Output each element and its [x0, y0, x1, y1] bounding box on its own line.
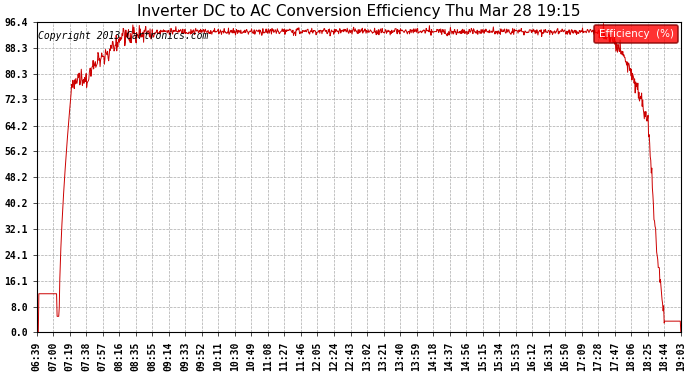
Title: Inverter DC to AC Conversion Efficiency Thu Mar 28 19:15: Inverter DC to AC Conversion Efficiency … — [137, 4, 580, 19]
Legend: Efficiency  (%): Efficiency (%) — [594, 25, 678, 43]
Text: Copyright 2013 Cartronics.com: Copyright 2013 Cartronics.com — [38, 31, 208, 41]
